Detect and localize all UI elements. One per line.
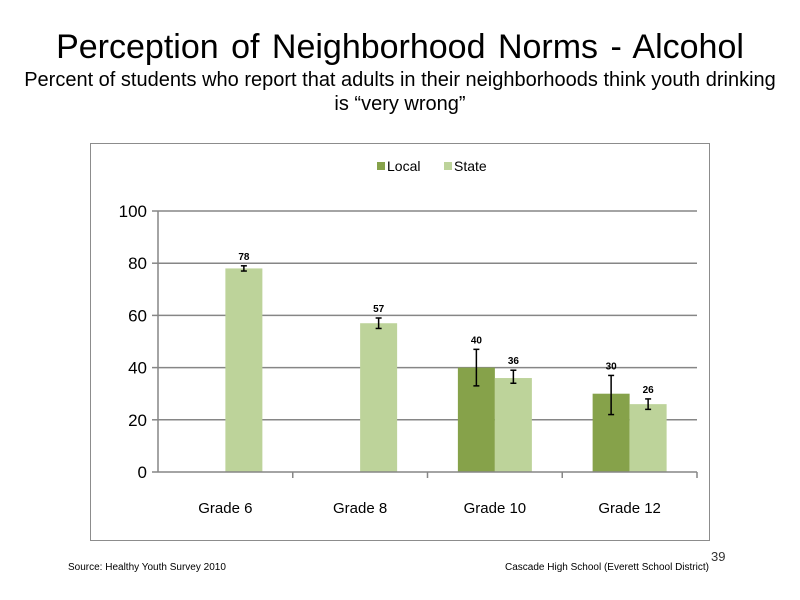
- legend-label-local: Local: [387, 158, 420, 174]
- bar-state: [360, 323, 398, 472]
- y-tick-label: 20: [128, 411, 147, 430]
- x-tick-label: Grade 8: [333, 500, 387, 517]
- slide-title: Perception of Neighborhood Norms - Alcoh…: [56, 28, 744, 66]
- x-tick-label: Grade 10: [464, 500, 527, 517]
- legend-swatch-local: [377, 162, 385, 170]
- chart-frame: [90, 143, 710, 541]
- bar-state: [494, 378, 532, 472]
- data-label: 78: [238, 252, 250, 263]
- legend-label-state: State: [454, 158, 487, 174]
- bar-state: [629, 404, 667, 472]
- y-tick-label: 100: [119, 202, 147, 221]
- bar-state: [225, 268, 263, 472]
- data-label: 36: [508, 356, 520, 367]
- y-tick-label: 60: [128, 306, 147, 325]
- y-tick-label: 0: [138, 463, 147, 482]
- legend: Local State: [377, 158, 487, 174]
- y-tick-label: 40: [128, 359, 147, 378]
- data-label: 26: [643, 385, 655, 396]
- y-tick-label: 80: [128, 254, 147, 273]
- legend-swatch-state: [444, 162, 452, 170]
- school-note: Cascade High School (Everett School Dist…: [505, 562, 709, 573]
- data-label: 30: [606, 361, 618, 372]
- page-number: 39: [711, 549, 726, 564]
- bars: 40 30 78 57 36 26: [225, 252, 667, 472]
- axes: 0 20 40 60 80 100 Grade 6 Grade 8 Grade 10 Grade …: [119, 202, 698, 517]
- data-label: 40: [471, 335, 483, 346]
- x-tick-label: Grade 6: [198, 500, 252, 517]
- source-note: Source: Healthy Youth Survey 2010: [68, 562, 226, 573]
- x-tick-label: Grade 12: [598, 500, 661, 517]
- slide-subtitle: Percent of students who report that adul…: [24, 69, 776, 115]
- data-label: 57: [373, 304, 385, 315]
